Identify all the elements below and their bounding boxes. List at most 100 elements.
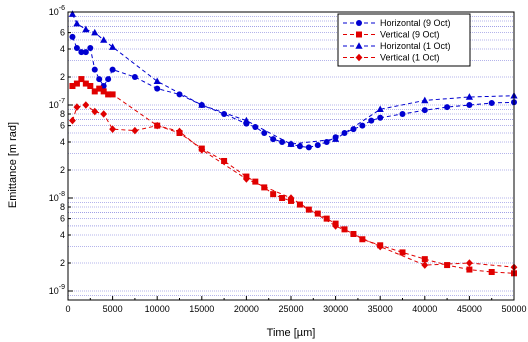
- y-tick-exponent: -6: [59, 5, 65, 12]
- series-layer: [68, 10, 518, 277]
- legend-marker: [356, 20, 362, 26]
- data-point: [176, 91, 183, 98]
- y-tick-mantissa: 4: [60, 230, 65, 240]
- data-point: [488, 100, 495, 107]
- data-point: [466, 259, 473, 267]
- y-tick-label: 8: [60, 202, 65, 212]
- data-point: [444, 104, 451, 111]
- x-tick-label: 20000: [234, 304, 259, 314]
- data-point: [105, 91, 112, 98]
- data-point: [242, 116, 250, 124]
- data-point: [444, 262, 451, 269]
- data-point: [376, 242, 384, 251]
- data-point: [87, 45, 94, 52]
- legend-entry: Horizontal (1 Oct): [343, 41, 451, 51]
- data-point: [287, 140, 295, 147]
- data-point: [78, 49, 85, 56]
- data-point: [69, 116, 76, 125]
- data-point: [376, 105, 384, 113]
- data-point: [69, 83, 76, 90]
- y-tick-label: 10-7: [49, 98, 65, 110]
- x-tick-label: 35000: [368, 304, 393, 314]
- y-tick-label: 10-9: [49, 284, 65, 296]
- x-tick-label: 45000: [457, 304, 482, 314]
- series-line: [72, 104, 515, 268]
- y-tick-label: 10-8: [49, 191, 65, 203]
- data-point: [131, 74, 138, 81]
- y-tick-mantissa: 10: [49, 100, 59, 110]
- y-tick-label: 6: [60, 121, 65, 131]
- data-point: [279, 194, 286, 201]
- x-axis-title: Time [µm]: [267, 327, 316, 339]
- y-tick-mantissa: 10: [49, 193, 59, 203]
- data-point: [270, 136, 277, 143]
- data-point: [488, 269, 495, 276]
- legend-label: Horizontal (1 Oct): [380, 41, 451, 51]
- legend-entry: Vertical (9 Oct): [343, 30, 440, 40]
- data-point: [270, 191, 277, 198]
- data-point: [377, 114, 384, 121]
- legend-entry: Vertical (1 Oct): [343, 53, 440, 63]
- data-point: [100, 88, 107, 95]
- data-point: [421, 107, 428, 114]
- series-triangle-2: [68, 10, 518, 147]
- x-tick-label: 30000: [323, 304, 348, 314]
- series-diamond-3: [69, 101, 518, 272]
- data-point: [421, 256, 428, 263]
- data-point: [69, 33, 76, 40]
- data-point: [87, 83, 94, 90]
- data-point: [314, 210, 321, 217]
- data-point: [78, 76, 85, 83]
- y-tick-label: 8: [60, 109, 65, 119]
- data-point: [109, 91, 116, 98]
- y-tick-label: 2: [60, 258, 65, 268]
- data-point: [465, 93, 473, 100]
- series-circle-0: [69, 33, 517, 151]
- data-point: [359, 122, 366, 129]
- y-tick-label: 10-6: [49, 5, 65, 17]
- series-line: [72, 13, 515, 145]
- data-point: [466, 266, 473, 273]
- data-point: [368, 117, 375, 124]
- y-tick-exponent: -8: [59, 191, 65, 198]
- data-point: [109, 66, 116, 73]
- data-point: [314, 142, 321, 149]
- data-point: [198, 145, 206, 154]
- x-tick-label: 5000: [103, 304, 123, 314]
- data-point: [96, 76, 103, 83]
- y-tick-mantissa: 10: [49, 7, 59, 17]
- data-point: [421, 96, 429, 104]
- data-point: [68, 10, 77, 17]
- data-point: [287, 194, 295, 202]
- y-tick-label: 2: [60, 165, 65, 175]
- data-point: [105, 76, 112, 83]
- y-axis-title: Emittance [m rad]: [7, 122, 19, 208]
- data-point: [332, 135, 340, 142]
- y-tick-label: 4: [60, 137, 65, 147]
- data-point: [296, 201, 303, 208]
- x-tick-label: 15000: [189, 304, 214, 314]
- data-point: [109, 125, 116, 133]
- data-point: [332, 222, 339, 230]
- data-point: [261, 184, 268, 191]
- y-tick-mantissa: 4: [60, 137, 65, 147]
- legend-label: Vertical (1 Oct): [380, 53, 440, 63]
- x-tick-label: 50000: [501, 304, 526, 314]
- data-point: [73, 45, 80, 52]
- legend: Horizontal (9 Oct) Vertical (9 Oct)Horizo…: [337, 13, 471, 67]
- x-tick-label: 40000: [412, 304, 437, 314]
- data-point: [96, 85, 103, 92]
- legend-marker: [355, 42, 363, 49]
- data-point: [154, 85, 161, 92]
- data-point: [466, 101, 473, 108]
- data-point: [73, 19, 81, 27]
- data-point: [279, 139, 286, 146]
- data-point: [305, 144, 312, 151]
- data-point: [91, 28, 99, 36]
- data-point: [221, 111, 228, 118]
- data-point: [323, 139, 330, 146]
- data-point: [341, 226, 348, 233]
- y-tick-mantissa: 10: [49, 286, 59, 296]
- y-tick-exponent: -7: [59, 98, 65, 105]
